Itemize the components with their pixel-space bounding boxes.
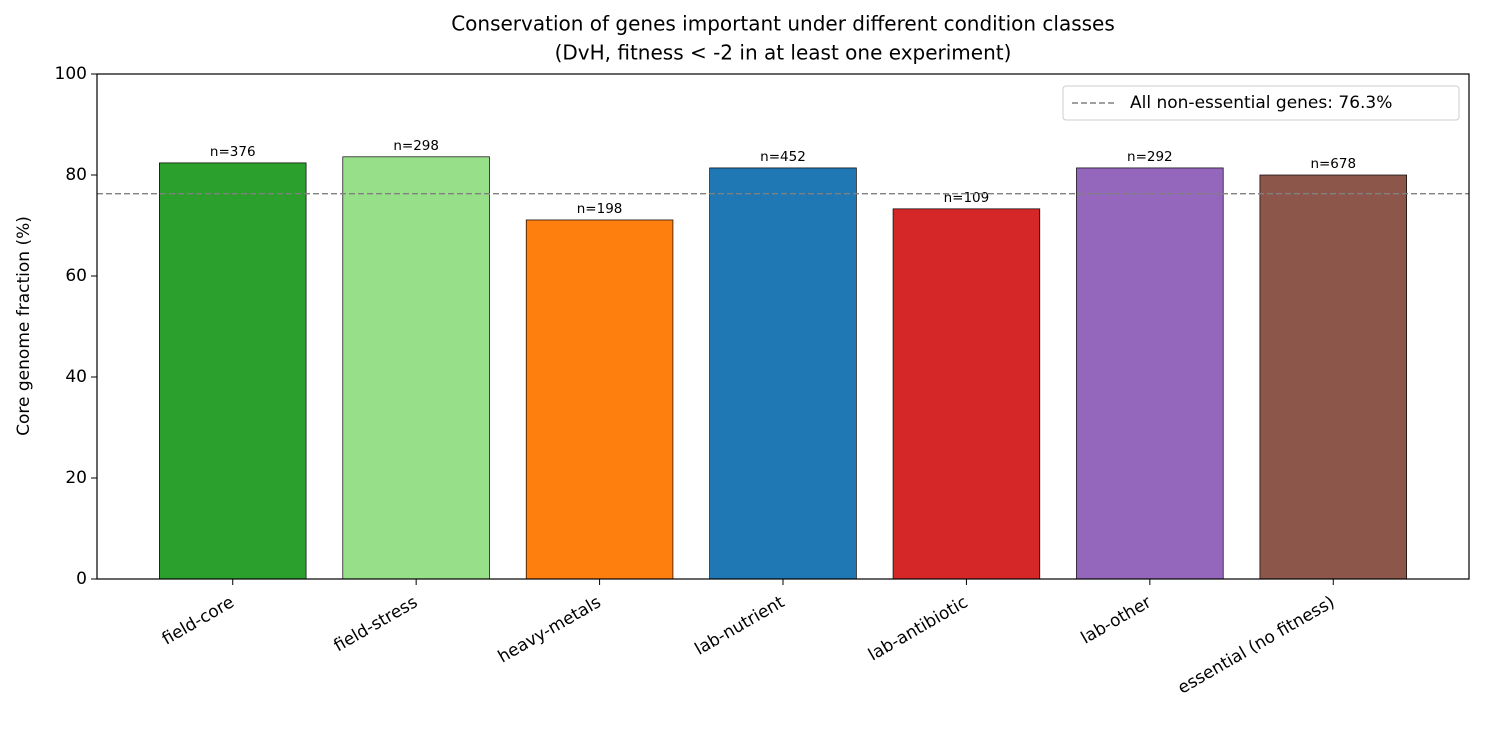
chart-subtitle: (DvH, fitness < -2 in at least one exper…	[555, 41, 1012, 65]
bar	[709, 167, 857, 580]
bar-label: n=292	[1127, 149, 1173, 165]
plot-frame	[96, 73, 1470, 580]
bar-label: n=198	[577, 201, 623, 217]
bar	[525, 219, 674, 580]
y-tick-label: 0	[76, 569, 87, 589]
bar	[159, 162, 307, 580]
legend-box	[1062, 85, 1460, 121]
y-tick-label: 100	[55, 64, 87, 84]
bar-label: n=298	[393, 138, 439, 154]
x-tick-label: essential (no fitness)	[1175, 592, 1339, 698]
y-tick-label: 20	[65, 468, 87, 488]
x-tick-label: lab-antibiotic	[865, 592, 971, 665]
bar-label: n=376	[210, 144, 256, 160]
y-tick-label: 40	[65, 367, 87, 387]
bar	[342, 156, 490, 580]
x-tick-label: field-stress	[330, 592, 421, 656]
y-tick-label: 80	[65, 165, 87, 185]
x-tick-label: field-core	[159, 592, 238, 649]
bar	[1076, 167, 1224, 580]
x-tick-label: lab-nutrient	[691, 592, 788, 659]
chart-title: Conservation of genes important under di…	[451, 12, 1115, 36]
y-axis-label: Core genome fraction (%)	[14, 216, 34, 436]
legend-label: All non-essential genes: 76.3%	[1130, 93, 1392, 113]
x-tick-label: lab-other	[1078, 592, 1155, 648]
bar	[892, 208, 1041, 580]
bar-label: n=678	[1310, 156, 1356, 172]
y-tick-label: 60	[65, 266, 87, 286]
x-tick-label: heavy-metals	[495, 592, 605, 667]
bar-label: n=452	[760, 149, 806, 165]
bar-label: n=109	[944, 190, 990, 206]
bar	[1259, 174, 1407, 580]
